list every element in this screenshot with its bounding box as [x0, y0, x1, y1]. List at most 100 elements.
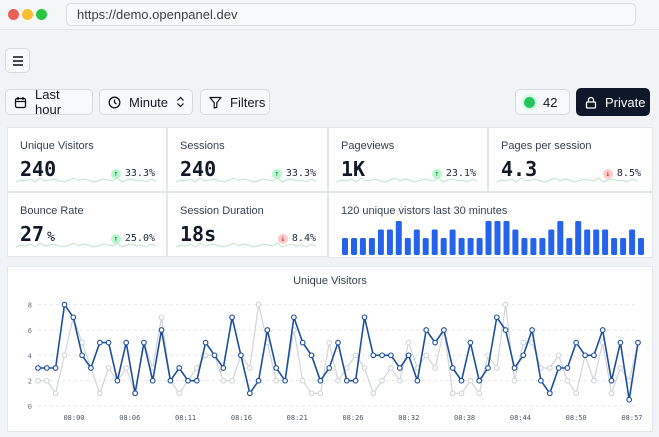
data-point-current[interactable] — [423, 327, 430, 333]
data-point-current[interactable] — [299, 339, 306, 346]
data-point-previous[interactable] — [246, 365, 253, 371]
date-range-button[interactable]: Last hour — [5, 87, 93, 117]
realtime-bar[interactable] — [575, 221, 582, 255]
data-point-current[interactable] — [220, 365, 227, 371]
data-point-current[interactable] — [635, 339, 641, 346]
data-point-current[interactable] — [617, 339, 624, 346]
data-point-current[interactable] — [626, 396, 633, 403]
data-point-previous[interactable] — [458, 390, 465, 397]
data-point-previous[interactable] — [326, 339, 333, 346]
data-point-previous[interactable] — [96, 390, 103, 397]
data-point-current[interactable] — [88, 365, 94, 371]
data-point-current[interactable] — [405, 352, 412, 359]
data-point-previous[interactable] — [299, 377, 306, 384]
data-point-current[interactable] — [432, 339, 438, 346]
data-point-current[interactable] — [414, 377, 421, 384]
realtime-bar[interactable] — [351, 238, 357, 255]
realtime-bar[interactable] — [494, 221, 501, 255]
realtime-bar[interactable] — [395, 221, 402, 255]
data-point-current[interactable] — [370, 352, 377, 359]
realtime-bar[interactable] — [548, 229, 555, 256]
data-point-previous[interactable] — [493, 365, 500, 371]
realtime-bar[interactable] — [593, 229, 600, 256]
metric-card[interactable]: Pages per session 4.3 ↓ 8.5% — [488, 127, 653, 192]
data-point-previous[interactable] — [308, 390, 315, 397]
realtime-bar[interactable] — [629, 229, 636, 256]
menu-button[interactable] — [5, 48, 30, 73]
data-point-previous[interactable] — [555, 352, 562, 359]
realtime-bar[interactable] — [512, 229, 519, 256]
data-point-current[interactable] — [114, 377, 121, 384]
data-point-current[interactable] — [511, 365, 518, 371]
realtime-bar[interactable] — [602, 229, 609, 256]
data-point-current[interactable] — [123, 339, 130, 346]
data-point-current[interactable] — [388, 352, 394, 359]
data-point-current[interactable] — [546, 390, 553, 397]
realtime-bar[interactable] — [368, 238, 375, 255]
data-point-previous[interactable] — [273, 377, 280, 384]
data-point-current[interactable] — [158, 327, 165, 333]
data-point-previous[interactable] — [343, 365, 350, 371]
data-point-current[interactable] — [61, 301, 68, 308]
data-point-previous[interactable] — [79, 339, 85, 346]
data-point-previous[interactable] — [573, 390, 580, 397]
data-point-previous[interactable] — [476, 390, 483, 397]
data-point-current[interactable] — [599, 327, 606, 333]
data-point-current[interactable] — [149, 377, 156, 384]
realtime-bar[interactable] — [449, 229, 456, 256]
realtime-bar[interactable] — [557, 221, 564, 255]
close-window-button[interactable] — [8, 9, 19, 20]
data-point-current[interactable] — [202, 339, 209, 346]
data-point-current[interactable] — [35, 365, 41, 371]
data-point-current[interactable] — [582, 352, 588, 359]
data-point-previous[interactable] — [123, 365, 130, 371]
private-button[interactable]: Private — [576, 88, 650, 116]
data-point-previous[interactable] — [193, 365, 200, 371]
data-point-previous[interactable] — [608, 390, 615, 397]
realtime-bar[interactable] — [413, 229, 420, 256]
realtime-bar[interactable] — [530, 238, 537, 255]
data-point-previous[interactable] — [423, 352, 430, 359]
data-point-previous[interactable] — [546, 365, 553, 371]
data-point-current[interactable] — [538, 377, 544, 384]
data-point-current[interactable] — [246, 390, 253, 397]
metric-card[interactable]: Sessions 240 ↑ 33.3% — [167, 127, 328, 192]
data-point-current[interactable] — [564, 365, 571, 371]
data-point-current[interactable] — [141, 339, 147, 346]
realtime-bar[interactable] — [458, 238, 465, 255]
data-point-current[interactable] — [176, 365, 183, 371]
data-point-previous[interactable] — [158, 314, 165, 321]
minimize-window-button[interactable] — [22, 9, 33, 20]
realtime-bar[interactable] — [566, 238, 573, 255]
data-point-current[interactable] — [105, 339, 112, 346]
metric-card[interactable]: Unique Visitors 240 ↑ 33.3% — [7, 127, 167, 192]
data-point-current[interactable] — [282, 377, 288, 384]
data-point-previous[interactable] — [617, 365, 624, 371]
data-point-previous[interactable] — [220, 377, 227, 384]
metric-card[interactable]: Session Duration 18s ↓ 8.4% — [167, 192, 328, 257]
data-point-current[interactable] — [502, 327, 509, 333]
data-point-current[interactable] — [273, 365, 280, 371]
data-point-previous[interactable] — [379, 377, 385, 384]
data-point-previous[interactable] — [352, 352, 359, 359]
realtime-bar[interactable] — [611, 238, 618, 255]
data-point-current[interactable] — [476, 377, 483, 384]
data-point-previous[interactable] — [520, 339, 527, 346]
data-point-previous[interactable] — [176, 390, 183, 397]
data-point-previous[interactable] — [35, 377, 41, 384]
data-point-current[interactable] — [317, 377, 324, 384]
data-point-current[interactable] — [449, 365, 456, 371]
data-point-previous[interactable] — [317, 390, 324, 397]
metric-card[interactable]: Pageviews 1K ↑ 23.1% — [328, 127, 488, 192]
realtime-bar[interactable] — [638, 238, 644, 255]
realtime-bar[interactable] — [539, 238, 546, 255]
data-point-previous[interactable] — [467, 377, 474, 384]
data-point-previous[interactable] — [361, 365, 368, 371]
data-point-current[interactable] — [79, 352, 85, 359]
data-point-current[interactable] — [467, 339, 474, 346]
data-point-previous[interactable] — [105, 365, 112, 371]
data-point-current[interactable] — [352, 377, 359, 384]
realtime-bar[interactable] — [476, 238, 483, 255]
data-point-current[interactable] — [396, 365, 403, 371]
realtime-bar[interactable] — [584, 229, 591, 256]
